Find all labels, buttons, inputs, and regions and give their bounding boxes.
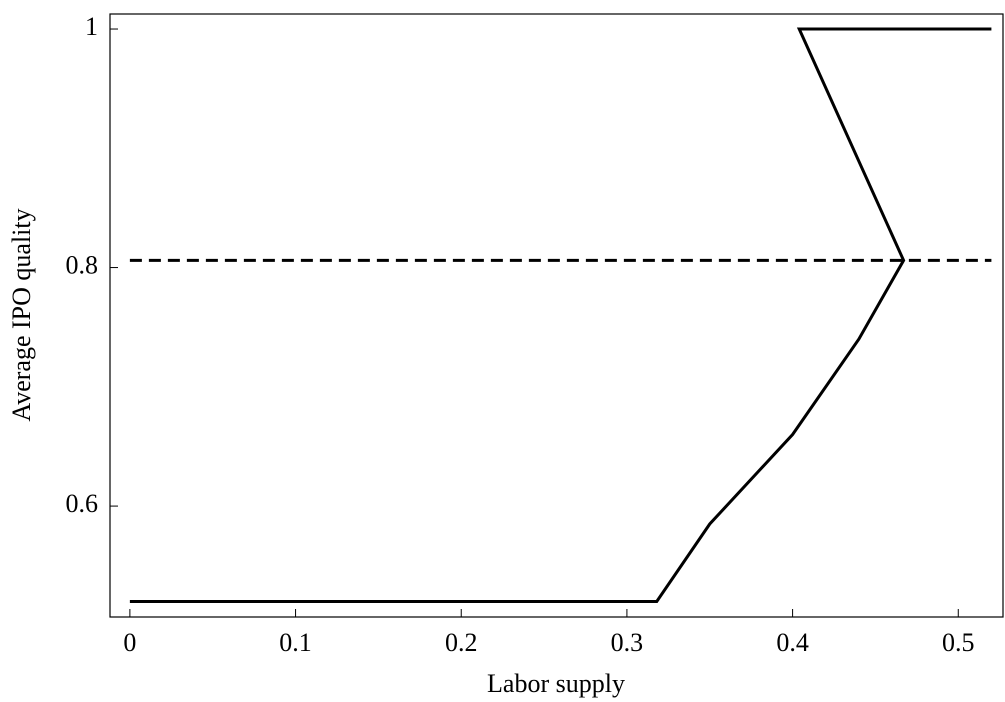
x-tick-label: 0.3 <box>611 628 644 657</box>
x-tick-label: 0.5 <box>942 628 975 657</box>
x-tick-label: 0.1 <box>279 628 312 657</box>
x-tick-label: 0.2 <box>445 628 478 657</box>
x-axis-label: Labor supply <box>487 669 625 698</box>
y-tick-label: 0.6 <box>66 489 99 518</box>
line-series <box>129 27 992 603</box>
plot-frame <box>109 13 1004 618</box>
x-tick-label: 0 <box>123 628 136 657</box>
y-axis-label: Average IPO quality <box>7 208 36 421</box>
y-tick-label: 1 <box>85 12 98 41</box>
y-tick-label: 0.8 <box>66 251 99 280</box>
x-tick-label: 0.4 <box>776 628 809 657</box>
